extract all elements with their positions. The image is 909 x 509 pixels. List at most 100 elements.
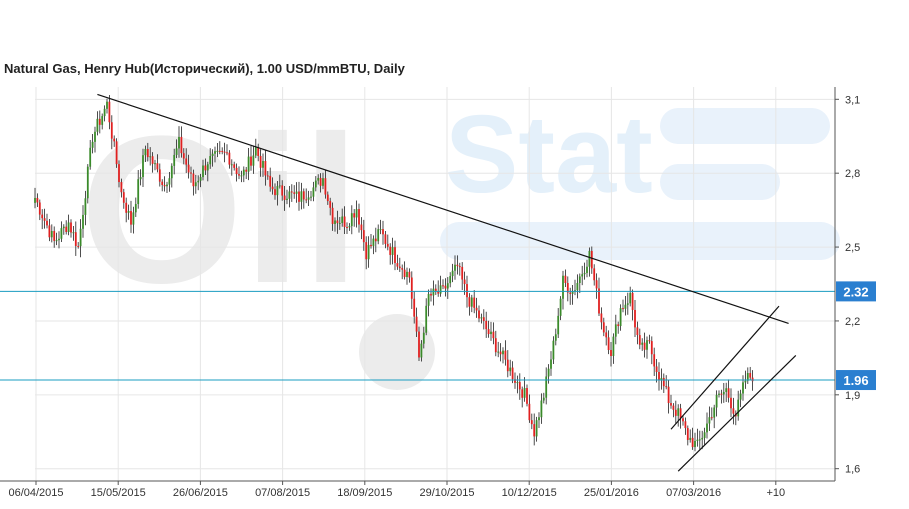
ohlc-bar <box>367 236 370 268</box>
ohlc-bar <box>374 227 377 253</box>
ohlc-bar <box>550 351 552 376</box>
ohlc-body <box>166 184 168 187</box>
ohlc-body <box>403 269 406 277</box>
ohlc-body <box>586 266 588 273</box>
ohlc-bar <box>581 265 584 286</box>
ohlc-bar <box>737 390 740 421</box>
ohlc-body <box>389 246 392 255</box>
ohlc-bar <box>216 142 219 158</box>
ohlc-bar <box>530 413 533 430</box>
ohlc-body <box>394 247 396 264</box>
ohlc-body <box>516 382 519 384</box>
ohlc-bar <box>223 142 226 163</box>
ohlc-body <box>646 340 648 350</box>
ohlc-body <box>456 264 459 267</box>
ohlc-body <box>576 282 579 291</box>
ohlc-bar <box>355 200 358 228</box>
ohlc-body <box>41 214 44 219</box>
ohlc-bar <box>365 236 368 270</box>
ohlc-body <box>672 405 675 410</box>
ohlc-body <box>487 329 490 335</box>
ohlc-body <box>168 178 171 185</box>
ohlc-bar <box>475 297 478 318</box>
ohlc-bar <box>271 177 274 195</box>
ohlc-bar <box>578 273 581 294</box>
ohlc-body <box>600 313 603 323</box>
ohlc-bar <box>149 147 152 166</box>
ohlc-bar <box>391 237 394 265</box>
watermark-bar <box>660 108 830 144</box>
ohlc-bar <box>307 190 310 206</box>
ohlc-body <box>144 148 147 156</box>
ohlc-body <box>648 340 651 342</box>
ohlc-body <box>77 245 80 247</box>
ohlc-body <box>362 230 365 243</box>
ohlc-bar <box>626 292 629 315</box>
ohlc-body <box>425 305 428 333</box>
ohlc-body <box>89 147 92 167</box>
ohlc-bar <box>538 412 540 428</box>
ohlc-body <box>254 147 257 156</box>
ohlc-bar <box>247 148 250 181</box>
ohlc-bar <box>180 126 183 158</box>
ohlc-body <box>108 101 111 123</box>
ohlc-bar <box>341 208 344 227</box>
ohlc-bar <box>310 190 312 202</box>
ohlc-bar <box>682 415 684 426</box>
ohlc-bar <box>382 220 384 245</box>
ohlc-body <box>689 437 692 440</box>
ohlc-bar <box>638 328 641 350</box>
chart-title: Natural Gas, Henry Hub(Исторический), 1.… <box>4 61 405 76</box>
level-label: 2.32 <box>843 284 868 299</box>
ohlc-bar <box>132 206 135 234</box>
ohlc-body <box>86 166 89 199</box>
ohlc-bar <box>569 287 572 305</box>
ohlc-body <box>610 350 612 356</box>
ohlc-body <box>384 234 387 244</box>
ohlc-body <box>346 226 348 228</box>
ohlc-body <box>749 373 752 378</box>
ohlc-bar <box>324 169 327 199</box>
ohlc-body <box>310 196 312 198</box>
ohlc-bar <box>418 326 420 361</box>
ohlc-bar <box>110 115 113 150</box>
ohlc-body <box>295 191 298 194</box>
ohlc-body <box>154 163 156 165</box>
level-label-box <box>836 370 876 391</box>
ohlc-body <box>391 247 394 255</box>
ohlc-bar <box>617 321 620 334</box>
ohlc-body <box>175 148 178 155</box>
ohlc-bar <box>386 234 389 251</box>
ohlc-bar <box>398 257 401 272</box>
ohlc-bar <box>485 311 488 338</box>
ohlc-body <box>557 315 560 335</box>
ohlc-body <box>605 332 608 338</box>
x-tick-label: 07/08/2015 <box>255 487 310 499</box>
ohlc-body <box>720 393 723 395</box>
trend-lines <box>97 93 797 472</box>
ohlc-bar <box>482 309 485 330</box>
ohlc-bar <box>554 328 557 346</box>
ohlc-bar <box>38 199 41 221</box>
y-tick-label: 2,5 <box>845 242 860 254</box>
ohlc-body <box>418 331 420 358</box>
ohlc-bar <box>134 197 137 217</box>
ohlc-bar <box>264 150 267 186</box>
ohlc-bar <box>218 141 221 155</box>
ohlc-body <box>401 268 404 270</box>
ohlc-bar <box>725 382 728 402</box>
ohlc-bar <box>425 298 428 336</box>
ohlc-body <box>182 153 185 159</box>
ohlc-body <box>751 377 754 382</box>
ohlc-bar <box>631 289 634 321</box>
ohlc-body <box>708 417 711 424</box>
ohlc-body <box>396 263 399 267</box>
ohlc-body <box>324 178 327 195</box>
ohlc-body <box>506 359 509 372</box>
ohlc-body <box>74 232 77 246</box>
ohlc-body <box>466 284 468 298</box>
ohlc-bar <box>566 276 569 302</box>
ohlc-bar <box>674 400 677 424</box>
ohlc-bar <box>629 286 632 307</box>
